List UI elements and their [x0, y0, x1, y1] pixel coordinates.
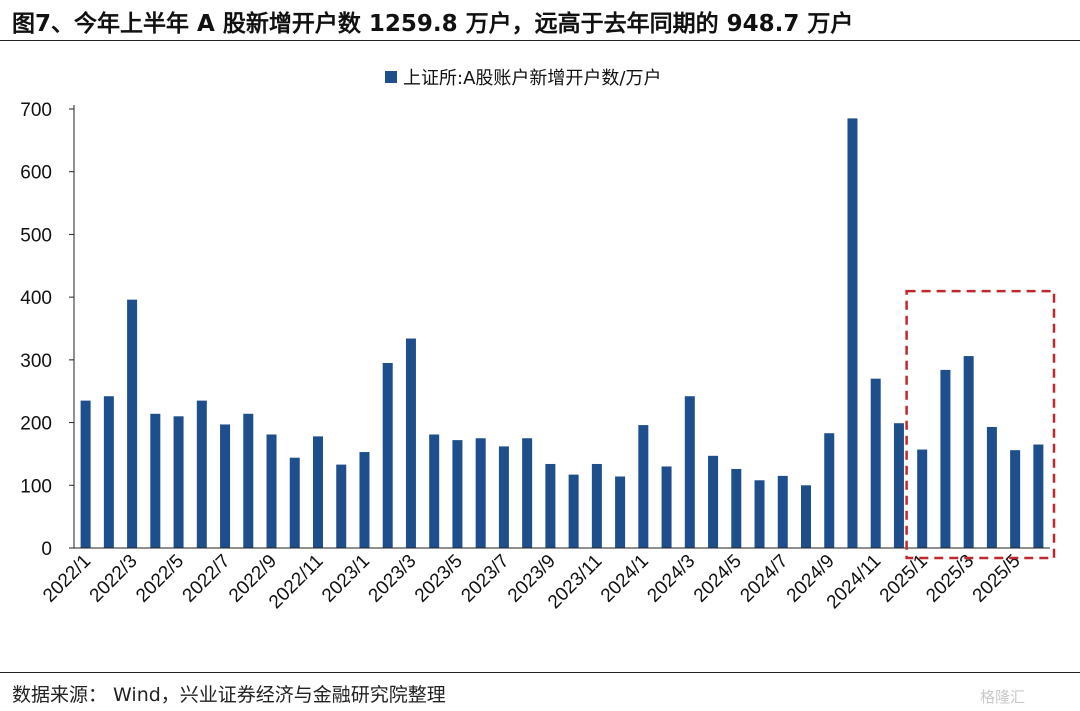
bar	[522, 438, 533, 548]
bar	[708, 455, 719, 548]
bar	[452, 440, 463, 548]
bar	[986, 426, 997, 548]
bar	[545, 463, 556, 548]
bar	[243, 413, 254, 548]
y-tick-label: 600	[20, 163, 52, 184]
bar	[429, 434, 440, 548]
x-tick-label: 2024/5	[690, 551, 746, 607]
footer-rule	[0, 672, 1080, 673]
y-axis: 0 100 200 300 400 500 600 700	[20, 100, 75, 560]
bar	[963, 356, 974, 548]
bar	[150, 413, 161, 548]
y-tick-label: 500	[20, 225, 52, 246]
legend-label: 上证所:A股账户新增开户数/万户	[403, 68, 661, 89]
bar	[405, 338, 416, 548]
bar	[336, 464, 347, 548]
x-tick-label: 2023/1	[318, 551, 374, 607]
bar	[266, 434, 277, 548]
bar	[661, 466, 672, 548]
x-tick-label: 2023/3	[365, 551, 421, 607]
bar	[80, 400, 91, 548]
y-tick-label: 700	[20, 100, 52, 121]
watermark: 格隆汇	[980, 688, 1026, 706]
y-tick-label: 100	[20, 476, 52, 497]
bar	[777, 475, 788, 548]
y-tick-label: 0	[41, 539, 52, 560]
bar	[940, 369, 951, 548]
bar	[615, 476, 626, 548]
bar	[801, 485, 811, 548]
legend-swatch	[385, 71, 397, 83]
bar	[127, 299, 138, 548]
x-tick-label: 2024/3	[643, 551, 699, 607]
bar	[173, 416, 184, 548]
bar	[196, 400, 207, 548]
bar	[475, 438, 486, 548]
bar	[498, 446, 509, 548]
x-tick-label: 2024/7	[736, 551, 792, 607]
bar	[731, 468, 742, 548]
bar	[289, 457, 300, 548]
legend: 上证所:A股账户新增开户数/万户	[385, 68, 661, 89]
bar	[103, 396, 114, 548]
source-note: 数据来源： Wind，兴业证券经济与金融研究院整理	[12, 684, 446, 706]
bar	[824, 433, 835, 548]
x-tick-label: 2024/1	[597, 551, 653, 607]
bar	[847, 118, 858, 548]
bar	[568, 474, 579, 548]
x-tick-label: 2023/5	[411, 551, 467, 607]
bars	[80, 118, 1044, 548]
bar	[591, 463, 602, 548]
bar	[638, 425, 649, 548]
x-tick-label: 2022/7	[179, 551, 235, 607]
x-tick-label: 2023/7	[457, 551, 513, 607]
title-rule	[0, 40, 1080, 41]
bar	[313, 436, 323, 548]
y-tick-label: 400	[20, 288, 52, 309]
bar	[870, 378, 881, 548]
highlight-box	[905, 289, 1056, 560]
x-tick-label: 2022/3	[86, 551, 142, 607]
y-tick-label: 200	[20, 414, 52, 435]
bar	[382, 362, 393, 548]
bar	[220, 424, 231, 548]
x-tick-label: 2022/5	[132, 551, 188, 607]
y-tick-label: 300	[20, 351, 52, 372]
bar	[684, 396, 695, 548]
bar	[359, 452, 370, 548]
bar	[1033, 444, 1044, 548]
bar	[754, 480, 765, 548]
bar	[1010, 450, 1021, 548]
x-axis: 2022/12022/32022/52022/72022/92022/11202…	[39, 547, 1050, 613]
bar	[917, 449, 928, 548]
bar	[893, 423, 904, 548]
chart-title: 图7、今年上半年 A 股新增开户数 1259.8 万户，远高于去年同期的 948…	[12, 11, 854, 37]
